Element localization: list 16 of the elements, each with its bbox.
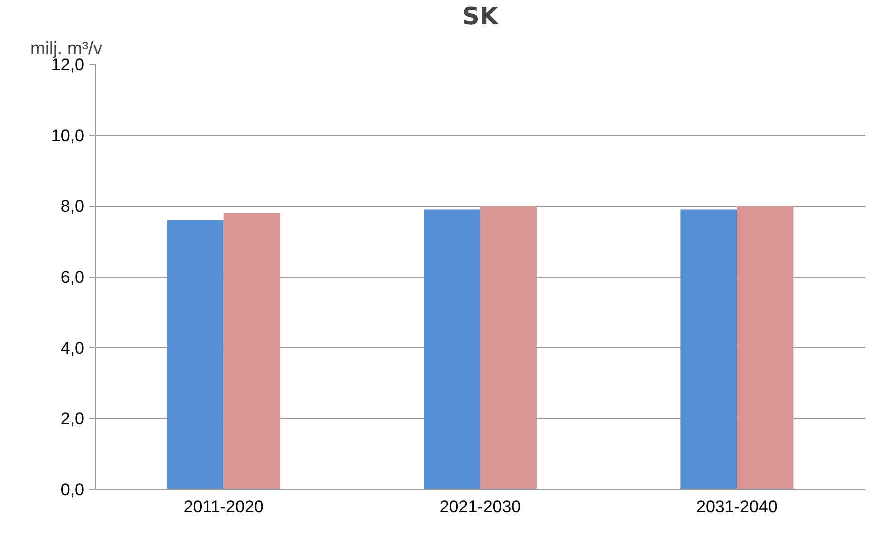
x-tick-label: 2011-2020	[184, 498, 264, 516]
x-tick-label: 2021-2030	[440, 498, 522, 516]
y-tick-label: 0,0	[60, 480, 85, 500]
chart-title: SK	[462, 2, 500, 30]
y-tick-label: 6,0	[60, 268, 85, 287]
bar	[737, 206, 794, 490]
x-tick-label: 2031-2040	[696, 498, 778, 516]
bar	[224, 213, 280, 490]
bar	[167, 220, 224, 490]
y-tick-label: 2,0	[60, 410, 85, 429]
y-tick-label: 10,0	[51, 126, 85, 146]
bar	[680, 210, 738, 490]
y-tick-label: 4,0	[60, 338, 85, 358]
bar	[424, 210, 480, 490]
bar	[480, 206, 537, 490]
y-tick-label: 8,0	[60, 197, 85, 216]
